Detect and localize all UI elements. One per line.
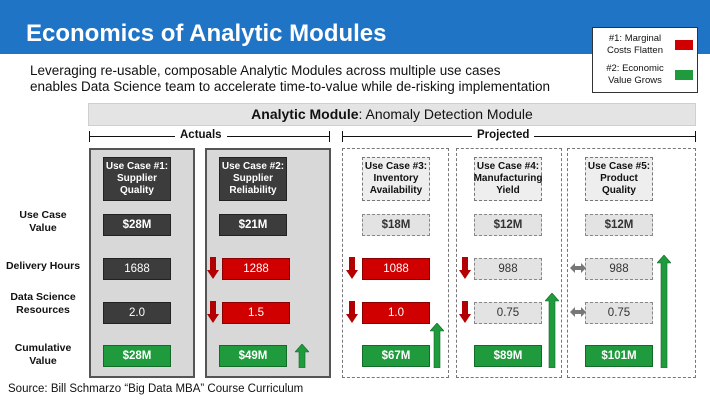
use-case-1-title-line-3: Quality xyxy=(120,185,154,196)
use-case-1-cumulative-value: $28M xyxy=(103,345,171,367)
row-label-use-case-value-line-2: Value xyxy=(29,222,57,234)
use-case-3-title: Use Case #3: Inventory Availability xyxy=(362,157,430,201)
legend-item-marginal-costs: #1: Marginal Costs Flatten xyxy=(597,33,673,57)
use-case-2-title-line-2: Supplier xyxy=(232,173,273,184)
module-name: : Anomaly Detection Module xyxy=(358,106,533,122)
actuals-bracket-left xyxy=(89,131,90,142)
arrow-down-icon xyxy=(207,257,219,279)
arrow-up-icon xyxy=(657,255,671,368)
arrow-up-icon xyxy=(295,344,309,368)
arrow-down-icon xyxy=(459,301,471,323)
arrow-down-icon xyxy=(207,301,219,323)
arrow-down-icon xyxy=(346,301,358,323)
subtitle-line-1: Leveraging re-usable, composable Analyti… xyxy=(30,63,501,78)
use-case-2-value: $21M xyxy=(219,214,287,236)
legend-swatch-green xyxy=(675,70,693,80)
use-case-3-cumulative-value: $67M xyxy=(362,345,430,367)
use-case-2-delivery-hours: 1288 xyxy=(222,258,290,280)
row-label-data-science-resources: Data Science Resources xyxy=(2,291,84,317)
arrow-up-icon xyxy=(430,323,444,368)
use-case-3-title-line-2: Inventory xyxy=(373,173,419,184)
use-case-1-delivery-hours: 1688 xyxy=(103,258,171,280)
use-case-1-title-line-2: Supplier xyxy=(116,173,157,184)
use-case-4-delivery-hours: 988 xyxy=(474,258,542,280)
use-case-3-delivery-hours: 1088 xyxy=(362,258,430,280)
use-case-4-ds-resources: 0.75 xyxy=(474,302,542,324)
use-case-2-cumulative-value: $49M xyxy=(219,345,287,367)
row-label-use-case-value-line-1: Use Case xyxy=(19,209,67,221)
projected-label: Projected xyxy=(472,129,535,141)
page-title: Economics of Analytic Modules xyxy=(26,20,387,47)
use-case-4-value: $12M xyxy=(474,214,542,236)
use-case-3-ds-resources: 1.0 xyxy=(362,302,430,324)
use-case-3-title-line-1: Use Case #3: xyxy=(364,161,428,172)
title-banner: Economics of Analytic Modules xyxy=(0,0,710,54)
use-case-5-title-line-3: Quality xyxy=(602,185,636,196)
subtitle: Leveraging re-usable, composable Analyti… xyxy=(30,63,550,95)
use-case-5-delivery-hours: 988 xyxy=(585,258,653,280)
use-case-3-value: $18M xyxy=(362,214,430,236)
legend-item-2-line-2: Value Grows xyxy=(608,75,662,86)
projected-bracket-left xyxy=(342,131,343,142)
legend-swatch-red xyxy=(675,40,693,50)
use-case-1-value: $28M xyxy=(103,214,171,236)
arrow-left-right-icon xyxy=(570,263,586,273)
use-case-4-title-line-1: Use Case #4: xyxy=(476,161,540,172)
use-case-5-title: Use Case #5: Product Quality xyxy=(585,157,653,201)
use-case-2-title-line-3: Reliability xyxy=(229,185,277,196)
row-label-cumulative-value-line-2: Value xyxy=(29,355,57,367)
row-label-use-case-value: Use Case Value xyxy=(2,209,84,235)
use-case-5-cumulative-value: $101M xyxy=(585,345,653,367)
use-case-2-title-line-1: Use Case #2: xyxy=(221,161,285,172)
row-label-ds-resources-line-1: Data Science xyxy=(10,291,76,303)
arrow-up-icon xyxy=(545,293,559,368)
use-case-2-title: Use Case #2: Supplier Reliability xyxy=(219,157,287,201)
legend-box: #1: Marginal Costs Flatten #2: Economic … xyxy=(592,27,698,93)
arrow-down-icon xyxy=(346,257,358,279)
actuals-label: Actuals xyxy=(175,129,227,141)
legend-item-1-line-1: #1: Marginal xyxy=(608,33,662,44)
row-label-delivery-hours-line-1: Delivery Hours xyxy=(5,260,81,272)
use-case-1-title-line-1: Use Case #1: xyxy=(105,161,169,172)
source-citation: Source: Bill Schmarzo “Big Data MBA” Cou… xyxy=(8,383,304,395)
use-case-4-cumulative-value: $89M xyxy=(474,345,542,367)
use-case-5-title-line-2: Product xyxy=(600,173,638,184)
legend-item-1-line-2: Costs Flatten xyxy=(607,45,663,56)
use-case-3-title-line-3: Availability xyxy=(369,185,423,196)
use-case-4-title: Use Case #4: Manufacturing Yield xyxy=(474,157,542,201)
module-header: Analytic Module: Anomaly Detection Modul… xyxy=(88,103,696,126)
row-label-cumulative-value-line-1: Cumulative xyxy=(14,342,72,354)
legend-item-economic-value: #2: Economic Value Grows xyxy=(597,63,673,87)
use-case-5-ds-resources: 0.75 xyxy=(585,302,653,324)
projected-bracket-right xyxy=(695,131,696,142)
use-case-4-title-line-3: Yield xyxy=(496,185,520,196)
arrow-down-icon xyxy=(459,257,471,279)
module-label: Analytic Module xyxy=(251,106,359,122)
use-case-5-value: $12M xyxy=(585,214,653,236)
use-case-1-title: Use Case #1: Supplier Quality xyxy=(103,157,171,201)
legend-item-2-line-1: #2: Economic xyxy=(606,63,664,74)
use-case-4-title-line-2: Manufacturing xyxy=(473,173,543,184)
arrow-left-right-icon xyxy=(570,307,586,317)
row-label-cumulative-value: Cumulative Value xyxy=(2,342,84,368)
row-label-delivery-hours: Delivery Hours xyxy=(2,260,84,273)
actuals-bracket-right xyxy=(329,131,330,142)
row-label-ds-resources-line-2: Resources xyxy=(16,304,70,316)
use-case-5-title-line-1: Use Case #5: xyxy=(587,161,651,172)
use-case-1-ds-resources: 2.0 xyxy=(103,302,171,324)
subtitle-line-2: enables Data Science team to accelerate … xyxy=(30,79,551,94)
use-case-2-ds-resources: 1.5 xyxy=(222,302,290,324)
